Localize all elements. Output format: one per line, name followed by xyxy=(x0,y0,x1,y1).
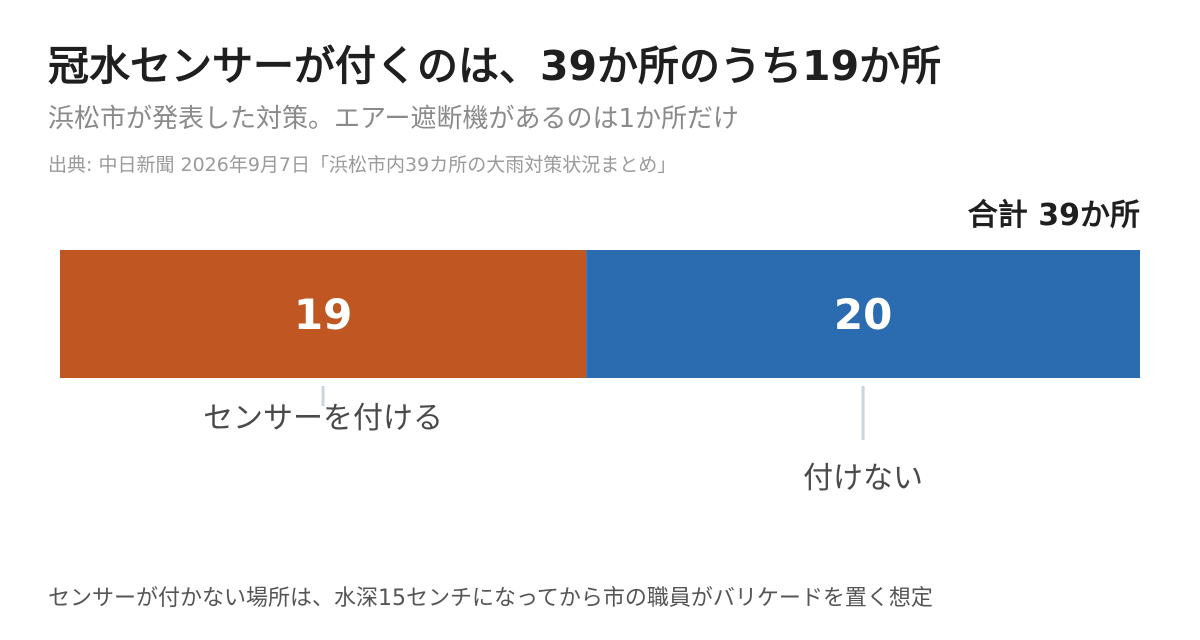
category-label-without-sensor: 付けない xyxy=(803,461,923,496)
total-label: 合計 39か所 xyxy=(967,198,1140,233)
value-label-with-sensor: 19 xyxy=(294,290,352,339)
value-label-without-sensor: 20 xyxy=(834,290,892,339)
source-note: 出典: 中日新聞 2026年9月7日「浜松市内39カ所の大雨対策状況まとめ」 xyxy=(48,154,677,176)
bar-segment-without-sensor xyxy=(586,250,1140,378)
bar-segment-with-sensor xyxy=(60,250,587,378)
category-label-with-sensor: センサーを付ける xyxy=(203,401,443,436)
chart-subtitle: 浜松市が発表した対策。エアー遮断機があるのは1か所だけ xyxy=(48,104,739,134)
footnote: センサーが付かない場所は、水深15センチになってから市の職員がバリケードを置く想… xyxy=(48,586,933,611)
chart-title: 冠水センサーが付くのは、39か所のうち19か所 xyxy=(48,42,942,90)
